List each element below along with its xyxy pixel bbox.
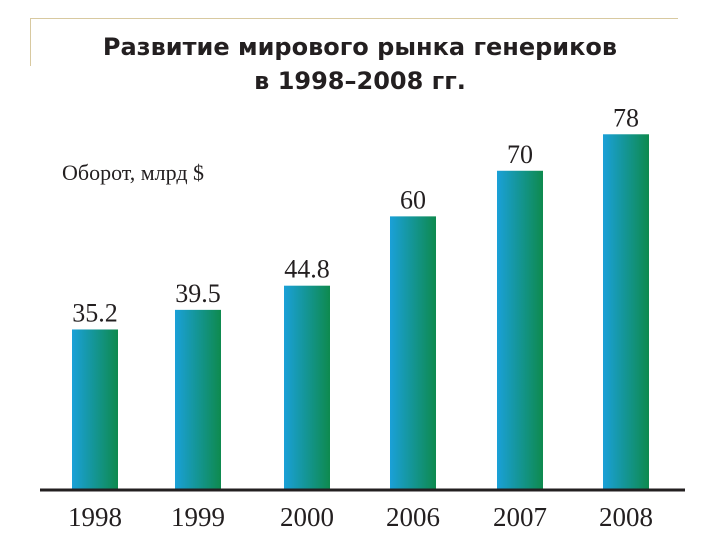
x-tick-label-1999: 1999 xyxy=(171,502,225,532)
frame-top-border xyxy=(30,18,678,19)
chart-title: Развитие мирового рынка генериков в 1998… xyxy=(0,30,720,98)
x-tick-label-2000: 2000 xyxy=(280,502,334,532)
bar-1999 xyxy=(175,309,221,490)
bar-2000 xyxy=(284,285,330,490)
bar-value-label-1998: 35.2 xyxy=(72,298,118,327)
chart-title-line1: Развитие мирового рынка генериков xyxy=(102,33,618,61)
x-tick-labels: 1998 1999 2000 2006 2007 2008 xyxy=(68,502,653,532)
bar-2007 xyxy=(497,170,543,490)
bar-value-label-2007: 70 xyxy=(507,140,533,169)
bar-2006 xyxy=(390,216,436,491)
x-tick-label-2007: 2007 xyxy=(493,502,547,532)
chart-title-line2: в 1998–2008 гг. xyxy=(254,67,466,95)
bar-1998 xyxy=(72,329,118,490)
bar-value-label-1999: 39.5 xyxy=(175,279,221,308)
x-tick-label-2008: 2008 xyxy=(599,502,653,532)
x-tick-label-2006: 2006 xyxy=(386,502,440,532)
x-tick-label-1998: 1998 xyxy=(68,502,122,532)
bar-value-label-2000: 44.8 xyxy=(284,255,330,284)
y-axis-label: Оборот, млрд $ xyxy=(62,160,205,185)
bar-value-label-2006: 60 xyxy=(400,185,426,214)
bar-value-label-2008: 78 xyxy=(613,103,639,132)
bar-2008 xyxy=(603,134,649,490)
frame-left-border xyxy=(30,18,31,66)
bars-group: 35.2 39.5 44.8 60 70 78 xyxy=(72,103,649,491)
